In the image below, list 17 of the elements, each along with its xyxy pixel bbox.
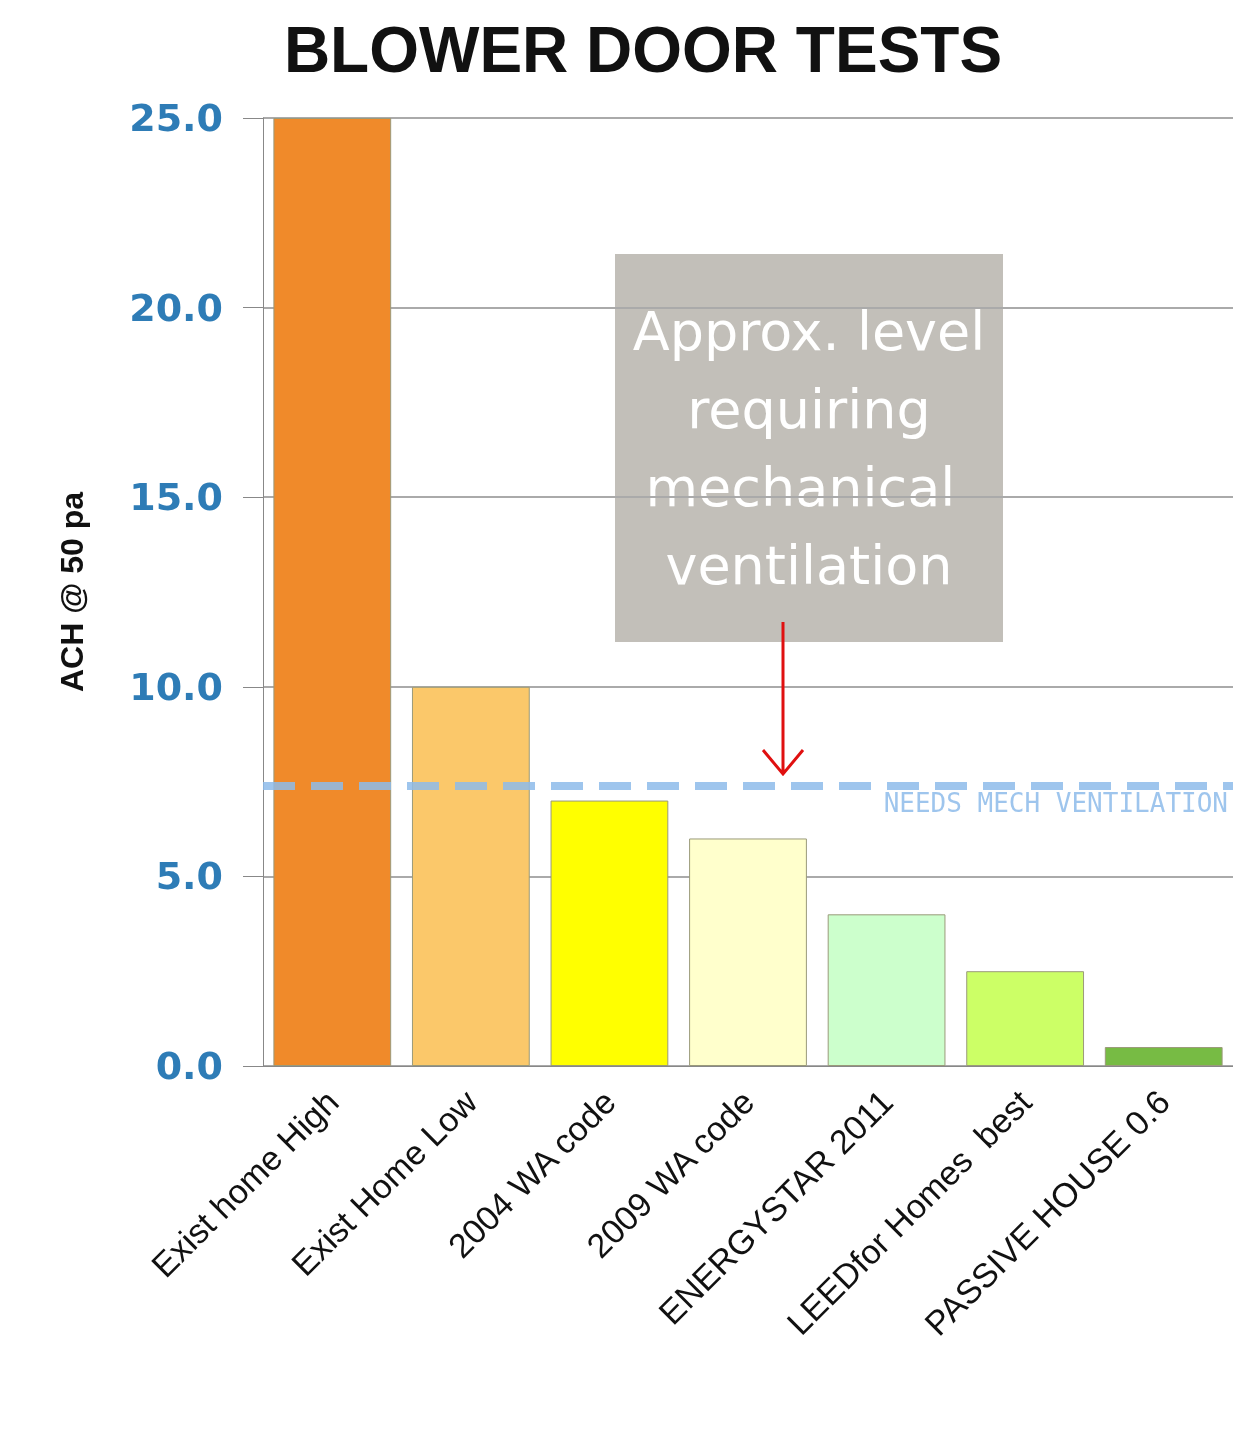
bar bbox=[411, 686, 530, 1066]
bar bbox=[689, 838, 807, 1066]
y-tick-label: 25.0 bbox=[129, 96, 223, 140]
annotation: Approx. level requiring mechanical ventilation bbox=[632, 299, 986, 597]
y-axis-title: ACH @ 50 pa bbox=[54, 491, 90, 693]
bar bbox=[550, 800, 669, 1066]
bar bbox=[273, 118, 392, 1066]
bar bbox=[966, 971, 1085, 1066]
bar bbox=[1104, 1047, 1223, 1066]
y-tick-label: 0.0 bbox=[155, 1044, 223, 1088]
y-tick-label: 15.0 bbox=[129, 475, 223, 520]
bar bbox=[827, 914, 946, 1066]
y-tick-label: 5.0 bbox=[155, 854, 223, 899]
ref-line-label: NEEDS MECH VENTILATION bbox=[883, 788, 1228, 819]
y-tick-label: 10.0 bbox=[129, 664, 223, 709]
y-tick-label: 20.0 bbox=[129, 285, 223, 330]
chart-title: BLOWER DOOR TESTS bbox=[283, 14, 1003, 86]
